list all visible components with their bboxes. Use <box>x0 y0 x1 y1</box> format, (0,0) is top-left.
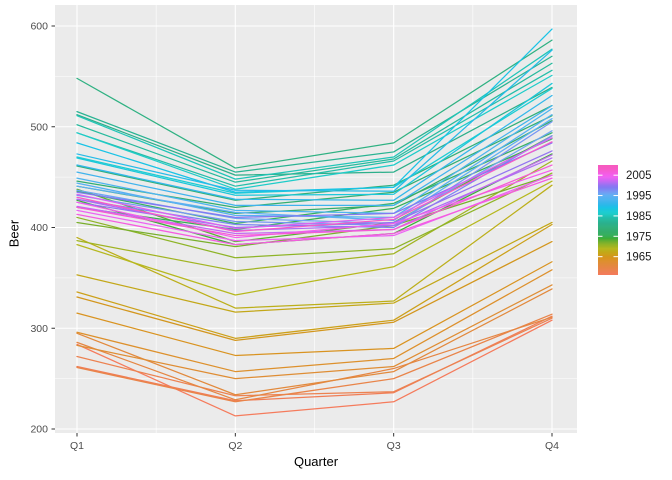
legend-label-1975: 1975 <box>626 231 652 243</box>
y-tick-label: 200 <box>30 424 48 436</box>
series-line-1985 <box>76 48 553 180</box>
x-tick-label: Q1 <box>70 440 84 452</box>
series-line-1990 <box>76 49 553 192</box>
series-line-1993 <box>76 107 553 215</box>
series-line-2007 <box>76 164 553 237</box>
legend-colorbar <box>598 165 618 275</box>
series-line-1972 <box>76 174 553 248</box>
series-line-1967 <box>76 221 553 313</box>
y-tick-label: 500 <box>30 121 48 133</box>
series-line-1988 <box>76 82 553 196</box>
series-line-1984 <box>76 69 553 187</box>
legend-label-1985: 1985 <box>626 211 652 223</box>
legend-label-2005: 2005 <box>626 170 652 182</box>
series-line-1971 <box>76 172 553 259</box>
y-axis-title: Beer <box>6 219 22 248</box>
series-line-1995 <box>76 118 553 222</box>
series-line-1961 <box>76 288 553 396</box>
series-line-2006 <box>76 177 553 246</box>
x-tick-label: Q3 <box>387 440 401 452</box>
series-line-1969 <box>76 180 553 296</box>
series-line-2008 <box>76 141 553 233</box>
series-line-1982 <box>76 55 553 173</box>
series-line-1980 <box>76 39 553 169</box>
y-tick-label: 600 <box>30 21 48 33</box>
series-line-1976 <box>76 132 553 225</box>
series-line-1968 <box>76 184 553 309</box>
series-line-1959 <box>76 313 553 403</box>
x-axis-title: Quarter <box>293 454 339 469</box>
series-line-1983 <box>76 62 553 183</box>
series-line-1991 <box>76 94 553 201</box>
y-tick-label: 400 <box>30 222 48 234</box>
series-line-1956 <box>76 319 553 417</box>
legend-label-1965: 1965 <box>626 252 652 264</box>
series-line-2003 <box>76 137 553 230</box>
x-tick-label: Q2 <box>228 440 242 452</box>
series-line-1979 <box>76 104 553 201</box>
series-line-1964 <box>76 261 553 357</box>
series-line-1963 <box>76 269 553 373</box>
series-line-1992 <box>76 104 553 206</box>
legend-label-1995: 1995 <box>626 191 652 203</box>
series-line-1958 <box>76 317 553 397</box>
x-tick-label: Q4 <box>545 440 559 452</box>
series-line-1966 <box>76 223 553 339</box>
y-tick-label: 300 <box>30 323 48 335</box>
series-line-1989 <box>76 28 553 193</box>
series-line-1965 <box>76 240 553 341</box>
series-line-1970 <box>76 160 553 272</box>
series-line-1962 <box>76 284 553 380</box>
series-line-1960 <box>76 316 553 401</box>
